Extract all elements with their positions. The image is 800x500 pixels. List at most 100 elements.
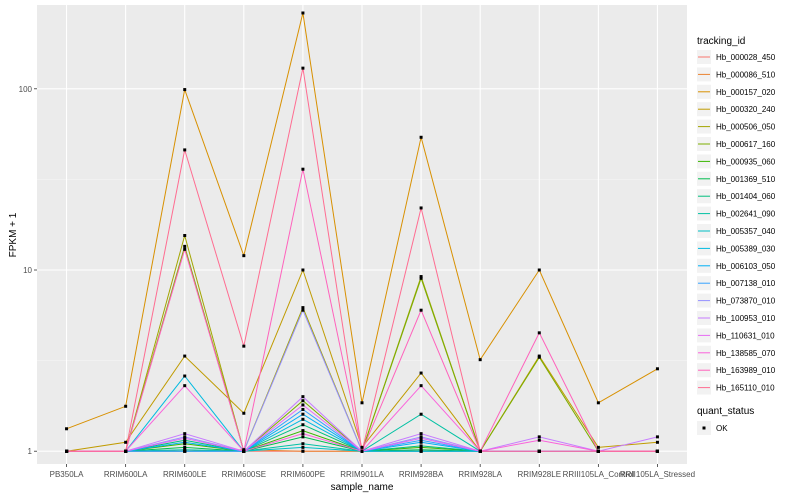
x-tick-label: RRII105LA_Stressed xyxy=(620,470,695,479)
data-point xyxy=(242,448,246,452)
y-axis: 1 10 100 xyxy=(19,85,37,456)
data-point xyxy=(65,449,69,453)
data-point xyxy=(301,417,305,421)
legend-label: Hb_000157_020 xyxy=(716,88,776,97)
data-point xyxy=(655,440,659,444)
x-tick-label: RRIM600LE xyxy=(163,470,207,479)
data-point xyxy=(419,371,423,375)
data-point xyxy=(242,411,246,415)
legend-label: Hb_073870_010 xyxy=(716,297,776,306)
legend-label: Hb_005357_040 xyxy=(716,227,776,236)
data-point xyxy=(419,135,423,139)
legend-item: Hb_073870_010 xyxy=(697,293,776,308)
legend-label: Hb_000320_240 xyxy=(716,105,776,114)
legend-item: Hb_000320_240 xyxy=(697,102,776,117)
data-point xyxy=(419,206,423,210)
legend-item: Hb_006103_050 xyxy=(697,258,776,273)
data-point xyxy=(301,11,305,15)
y-tick-label: 1 xyxy=(28,447,33,456)
data-point xyxy=(183,374,187,378)
data-point xyxy=(301,395,305,399)
data-point xyxy=(419,384,423,388)
legend-label: Hb_110631_010 xyxy=(716,331,775,340)
data-point xyxy=(183,440,187,444)
data-point xyxy=(301,403,305,407)
data-point xyxy=(301,412,305,416)
legend-item: Hb_100953_010 xyxy=(697,311,776,325)
data-point xyxy=(183,445,187,449)
x-tick-label: RRIM928BA xyxy=(399,470,444,479)
legend-label: Hb_006103_050 xyxy=(716,262,776,271)
legend-item: Hb_110631_010 xyxy=(697,328,775,343)
data-point xyxy=(65,427,69,431)
x-tick-label: RRIM600SE xyxy=(222,470,266,479)
data-point xyxy=(301,399,305,403)
data-point xyxy=(537,355,541,359)
data-point xyxy=(537,449,541,453)
x-tick-label: PB350LA xyxy=(50,470,84,479)
data-point xyxy=(419,432,423,436)
data-point xyxy=(124,440,128,444)
data-point xyxy=(301,407,305,411)
shape-legend-item: OK xyxy=(697,421,728,435)
data-point xyxy=(301,429,305,433)
legend-label: Hb_100953_010 xyxy=(716,314,776,323)
legend-item: Hb_002641_090 xyxy=(697,206,776,221)
data-point xyxy=(183,234,187,238)
x-axis-title: sample_name xyxy=(331,482,394,493)
data-point xyxy=(596,445,600,449)
legend-item: Hb_000028_450 xyxy=(697,50,776,64)
data-point xyxy=(301,435,305,439)
legend-label: Hb_163989_010 xyxy=(716,366,776,375)
data-point xyxy=(183,436,187,440)
legend-label: Hb_165110_010 xyxy=(716,384,775,393)
data-point xyxy=(478,449,482,453)
data-point xyxy=(183,448,187,452)
data-point xyxy=(301,445,305,449)
legend-item: Hb_005389_030 xyxy=(697,241,776,256)
data-point xyxy=(537,435,541,439)
legend-item: Hb_000617_160 xyxy=(697,137,776,151)
data-point xyxy=(655,449,659,453)
shape-legend-title: quant_status xyxy=(697,406,754,417)
data-point xyxy=(301,449,305,453)
data-point xyxy=(183,247,187,251)
data-point xyxy=(242,449,246,453)
legend-key-point xyxy=(702,426,706,430)
legend-item: Hb_138585_070 xyxy=(697,345,776,360)
data-point xyxy=(183,88,187,92)
data-point xyxy=(183,432,187,436)
data-point xyxy=(183,384,187,388)
legend-item: Hb_000935_060 xyxy=(697,154,776,169)
legend-item: Hb_000086_510 xyxy=(697,67,776,82)
data-point xyxy=(183,354,187,358)
y-tick-label: 10 xyxy=(23,266,32,275)
legend-label: Hb_000506_050 xyxy=(716,123,776,132)
data-point xyxy=(301,268,305,272)
data-point xyxy=(537,438,541,442)
data-point xyxy=(360,449,364,453)
data-point xyxy=(124,404,128,408)
legend: tracking_id Hb_000028_450 Hb_000086_510 Hb… xyxy=(697,36,776,435)
legend-label: Hb_000086_510 xyxy=(716,70,776,79)
data-point xyxy=(419,436,423,440)
data-point xyxy=(360,445,364,449)
data-point xyxy=(301,423,305,427)
data-point xyxy=(360,401,364,405)
legend-label: Hb_000935_060 xyxy=(716,157,776,166)
data-point xyxy=(242,344,246,348)
data-point xyxy=(183,449,187,453)
data-point xyxy=(419,412,423,416)
x-axis: PB350LA RRIM600LA RRIM600LE RRIM600SE RRIM60… xyxy=(50,464,695,479)
legend-item: Hb_163989_010 xyxy=(697,363,776,378)
legend-label: Hb_138585_070 xyxy=(716,349,776,358)
data-point xyxy=(419,448,423,452)
data-point xyxy=(301,306,305,310)
legend-item: Hb_165110_010 xyxy=(697,380,775,395)
legend-label: Hb_007138_010 xyxy=(716,279,776,288)
legend-label: OK xyxy=(716,424,728,433)
legend-item: Hb_001404_060 xyxy=(697,189,776,204)
data-point xyxy=(655,367,659,371)
data-point xyxy=(183,438,187,442)
